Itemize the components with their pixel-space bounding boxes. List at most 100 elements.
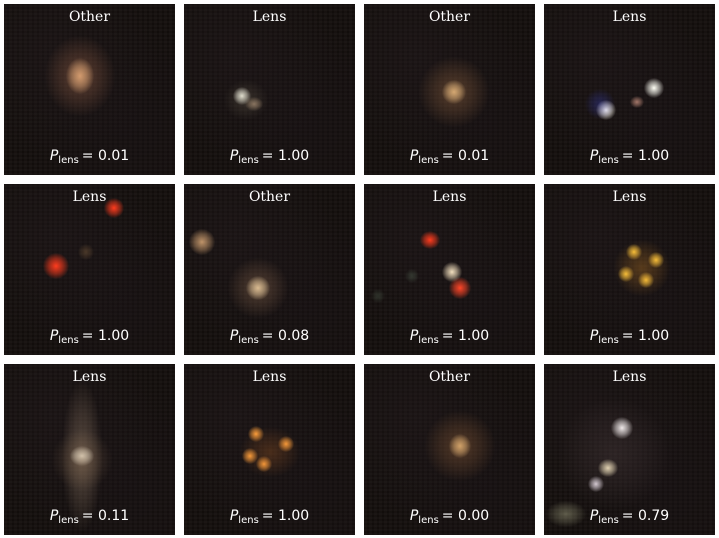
- light-source: [245, 97, 263, 111]
- class-label: Lens: [432, 189, 467, 205]
- probability-symbol: P: [409, 508, 419, 524]
- probability-value: = 1.00: [621, 328, 670, 344]
- light-source: [78, 244, 94, 260]
- lens-probability: Plens = 0.00: [364, 508, 535, 526]
- light-source: [256, 456, 272, 472]
- light-source: [371, 289, 385, 303]
- probability-subscript: lens: [598, 335, 619, 346]
- light-source: [442, 80, 466, 104]
- light-source: [70, 446, 94, 466]
- light-source: [52, 430, 112, 490]
- probability-value: = 0.01: [81, 148, 130, 164]
- lens-probability: Plens = 1.00: [184, 508, 355, 526]
- image-tile: Other Plens = 0.01: [364, 4, 535, 175]
- light-source: [425, 411, 495, 481]
- image-tile: Lens Plens = 1.00: [544, 184, 715, 355]
- probability-symbol: P: [229, 508, 239, 524]
- class-label: Lens: [72, 189, 107, 205]
- lens-probability: Plens = 0.79: [544, 508, 715, 526]
- image-tile: Other Plens = 0.08: [184, 184, 355, 355]
- light-source: [278, 436, 294, 452]
- background-noise: [184, 184, 355, 355]
- background-noise: [184, 4, 355, 175]
- probability-subscript: lens: [238, 155, 259, 166]
- probability-value: = 1.00: [81, 328, 130, 344]
- light-source: [246, 276, 270, 300]
- light-source: [442, 262, 462, 282]
- probability-symbol: P: [229, 328, 239, 344]
- light-source: [248, 426, 264, 442]
- light-source: [559, 399, 669, 509]
- lens-probability: Plens = 1.00: [364, 328, 535, 346]
- image-tile: Lens Plens = 1.00: [4, 184, 175, 355]
- background-noise: [544, 4, 715, 175]
- probability-subscript: lens: [58, 335, 79, 346]
- probability-value: = 0.01: [441, 148, 490, 164]
- light-source: [419, 57, 489, 127]
- image-tile: Lens Plens = 1.00: [184, 4, 355, 175]
- probability-value: = 1.00: [261, 148, 310, 164]
- light-source: [449, 277, 471, 299]
- light-source: [43, 253, 69, 279]
- class-label: Other: [428, 369, 471, 385]
- probability-symbol: P: [589, 148, 599, 164]
- class-label: Lens: [612, 189, 647, 205]
- probability-subscript: lens: [58, 515, 79, 526]
- probability-subscript: lens: [598, 515, 619, 526]
- background-noise: [4, 184, 175, 355]
- class-label: Lens: [612, 369, 647, 385]
- probability-value: = 1.00: [621, 148, 670, 164]
- light-source: [405, 269, 419, 283]
- light-source: [598, 459, 618, 477]
- lens-probability: Plens = 1.00: [544, 328, 715, 346]
- light-source: [585, 89, 615, 119]
- class-label: Other: [68, 9, 111, 25]
- light-source: [224, 80, 268, 120]
- image-tile: Other Plens = 0.00: [364, 364, 535, 535]
- light-source: [228, 258, 288, 318]
- background-noise: [184, 364, 355, 535]
- light-source: [611, 417, 633, 439]
- lens-probability: Plens = 1.00: [4, 328, 175, 346]
- light-source: [66, 58, 94, 94]
- light-source: [618, 266, 634, 282]
- image-tile: Lens Plens = 1.00: [184, 364, 355, 535]
- probability-symbol: P: [589, 508, 599, 524]
- class-label: Lens: [72, 369, 107, 385]
- lens-probability: Plens = 1.00: [184, 148, 355, 166]
- probability-symbol: P: [409, 148, 419, 164]
- probability-symbol: P: [49, 508, 59, 524]
- class-label: Lens: [252, 9, 287, 25]
- probability-subscript: lens: [238, 515, 259, 526]
- light-source: [638, 272, 654, 288]
- probability-symbol: P: [409, 328, 419, 344]
- class-label: Lens: [612, 9, 647, 25]
- class-label: Other: [248, 189, 291, 205]
- class-label: Lens: [252, 369, 287, 385]
- probability-symbol: P: [49, 148, 59, 164]
- light-source: [648, 252, 664, 268]
- light-source: [644, 78, 664, 98]
- probability-subscript: lens: [418, 155, 439, 166]
- probability-subscript: lens: [418, 335, 439, 346]
- image-tile: Lens Plens = 0.11: [4, 364, 175, 535]
- light-source: [45, 36, 115, 116]
- probability-value: = 0.11: [81, 508, 130, 524]
- image-tile: Lens Plens = 0.79: [544, 364, 715, 535]
- light-source: [240, 427, 300, 477]
- light-source: [449, 434, 471, 458]
- probability-subscript: lens: [598, 155, 619, 166]
- light-source: [189, 229, 215, 255]
- probability-value: = 0.79: [621, 508, 670, 524]
- light-source: [420, 231, 440, 249]
- probability-value: = 0.08: [261, 328, 310, 344]
- lens-probability: Plens = 0.11: [4, 508, 175, 526]
- light-source: [614, 240, 670, 296]
- background-noise: [4, 4, 175, 175]
- light-source: [546, 501, 586, 527]
- image-tile: Other Plens = 0.01: [4, 4, 175, 175]
- probability-value: = 1.00: [261, 508, 310, 524]
- light-source: [626, 244, 642, 260]
- probability-value: = 0.00: [441, 508, 490, 524]
